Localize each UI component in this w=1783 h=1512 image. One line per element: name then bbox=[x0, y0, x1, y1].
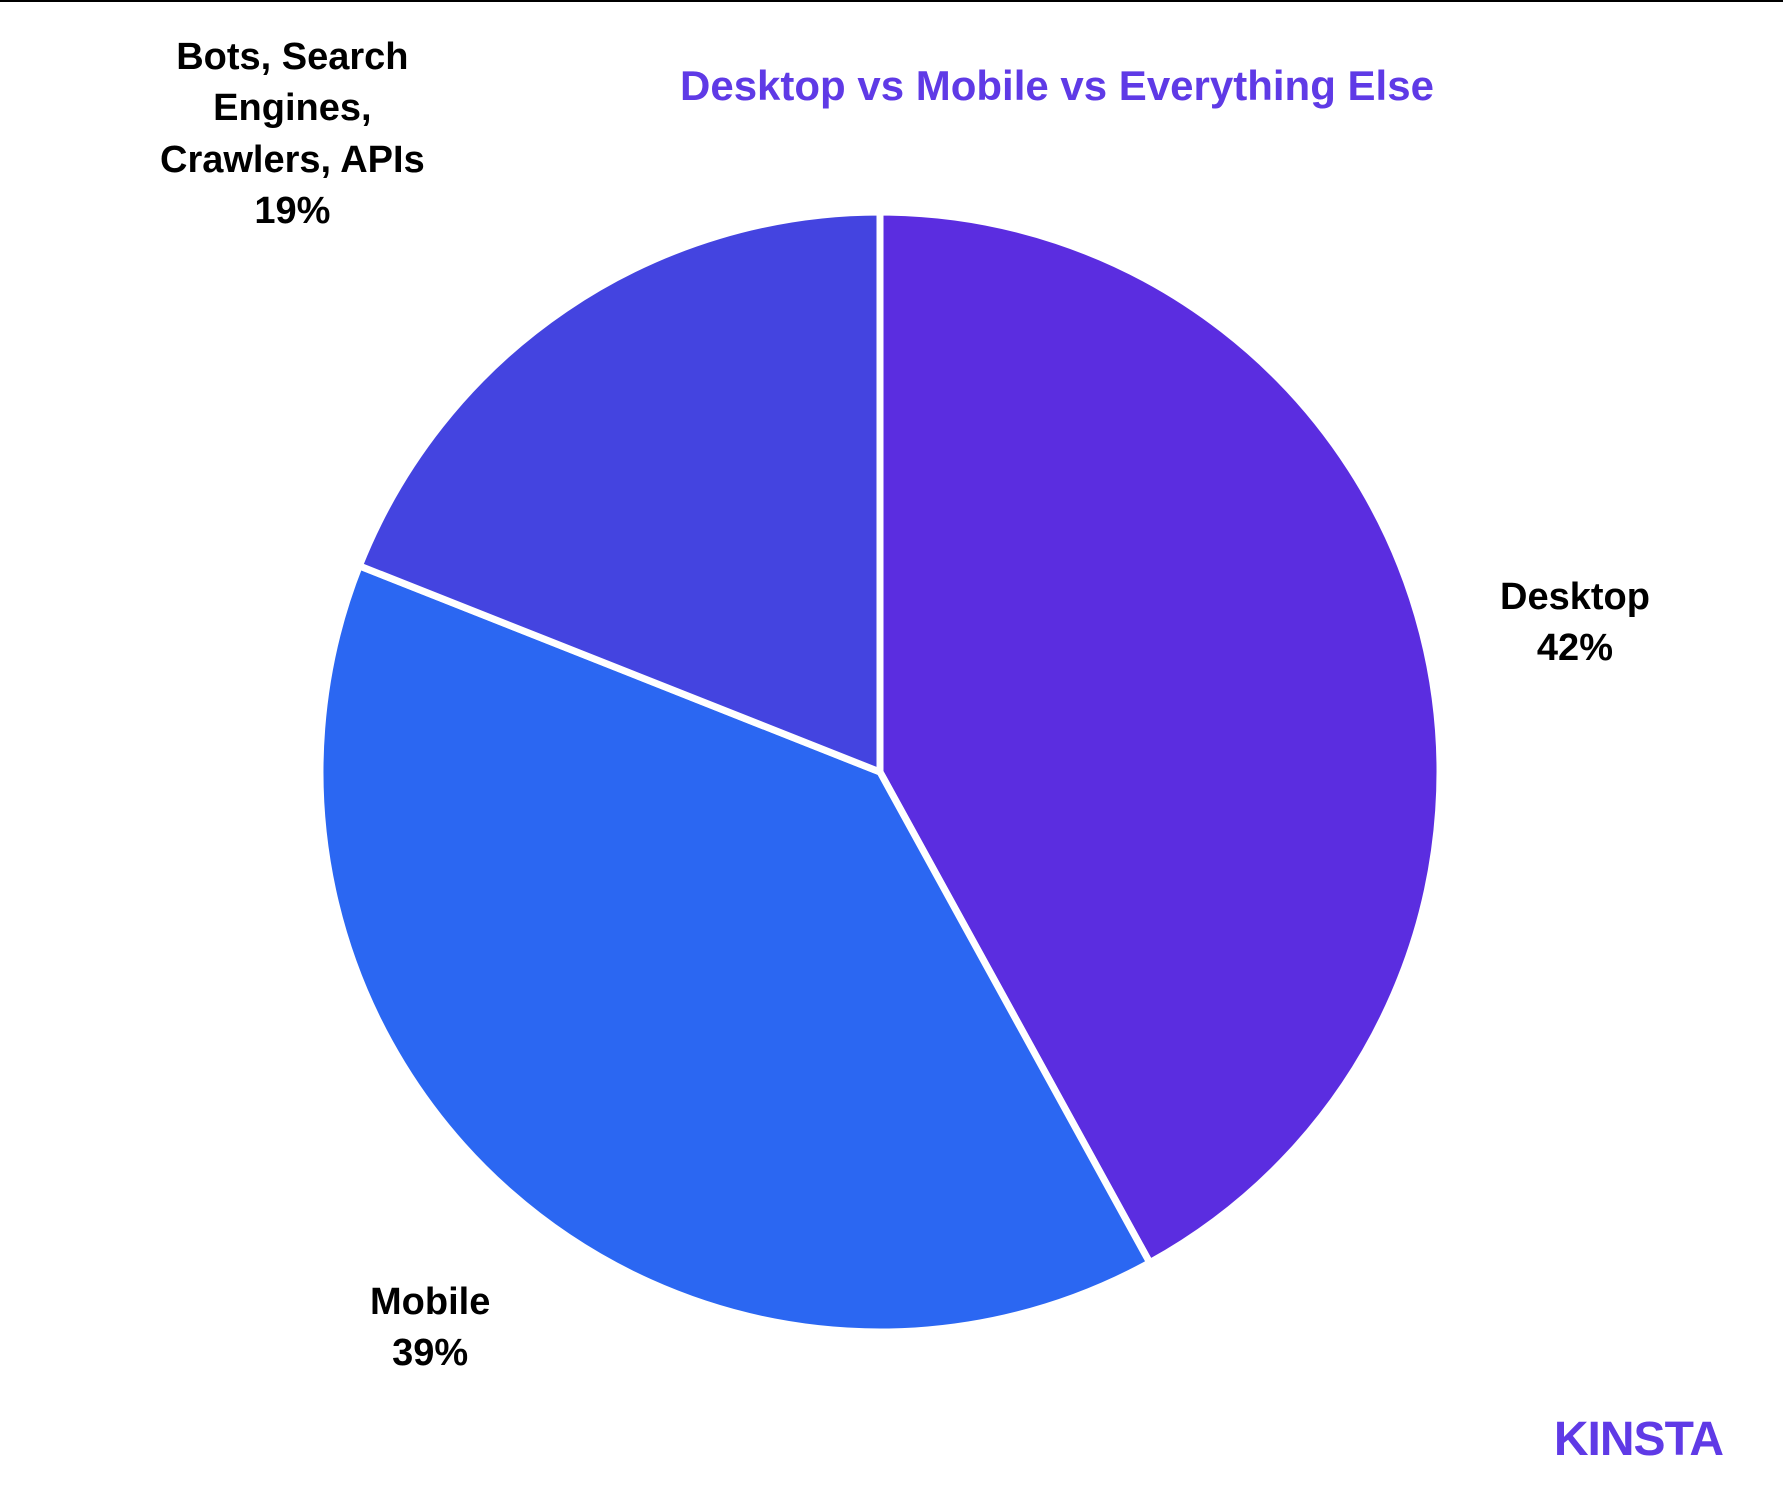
pie-chart bbox=[313, 205, 1447, 1339]
brand-logo: KINSTA bbox=[1554, 1412, 1723, 1467]
slice-label-desktop: Desktop42% bbox=[1500, 572, 1650, 675]
slice-label-bots: Bots, SearchEngines,Crawlers, APIs19% bbox=[160, 32, 425, 237]
slice-label-mobile: Mobile39% bbox=[370, 1277, 490, 1380]
chart-title: Desktop vs Mobile vs Everything Else bbox=[680, 62, 1434, 110]
chart-container: Desktop vs Mobile vs Everything Else Des… bbox=[0, 2, 1783, 1512]
